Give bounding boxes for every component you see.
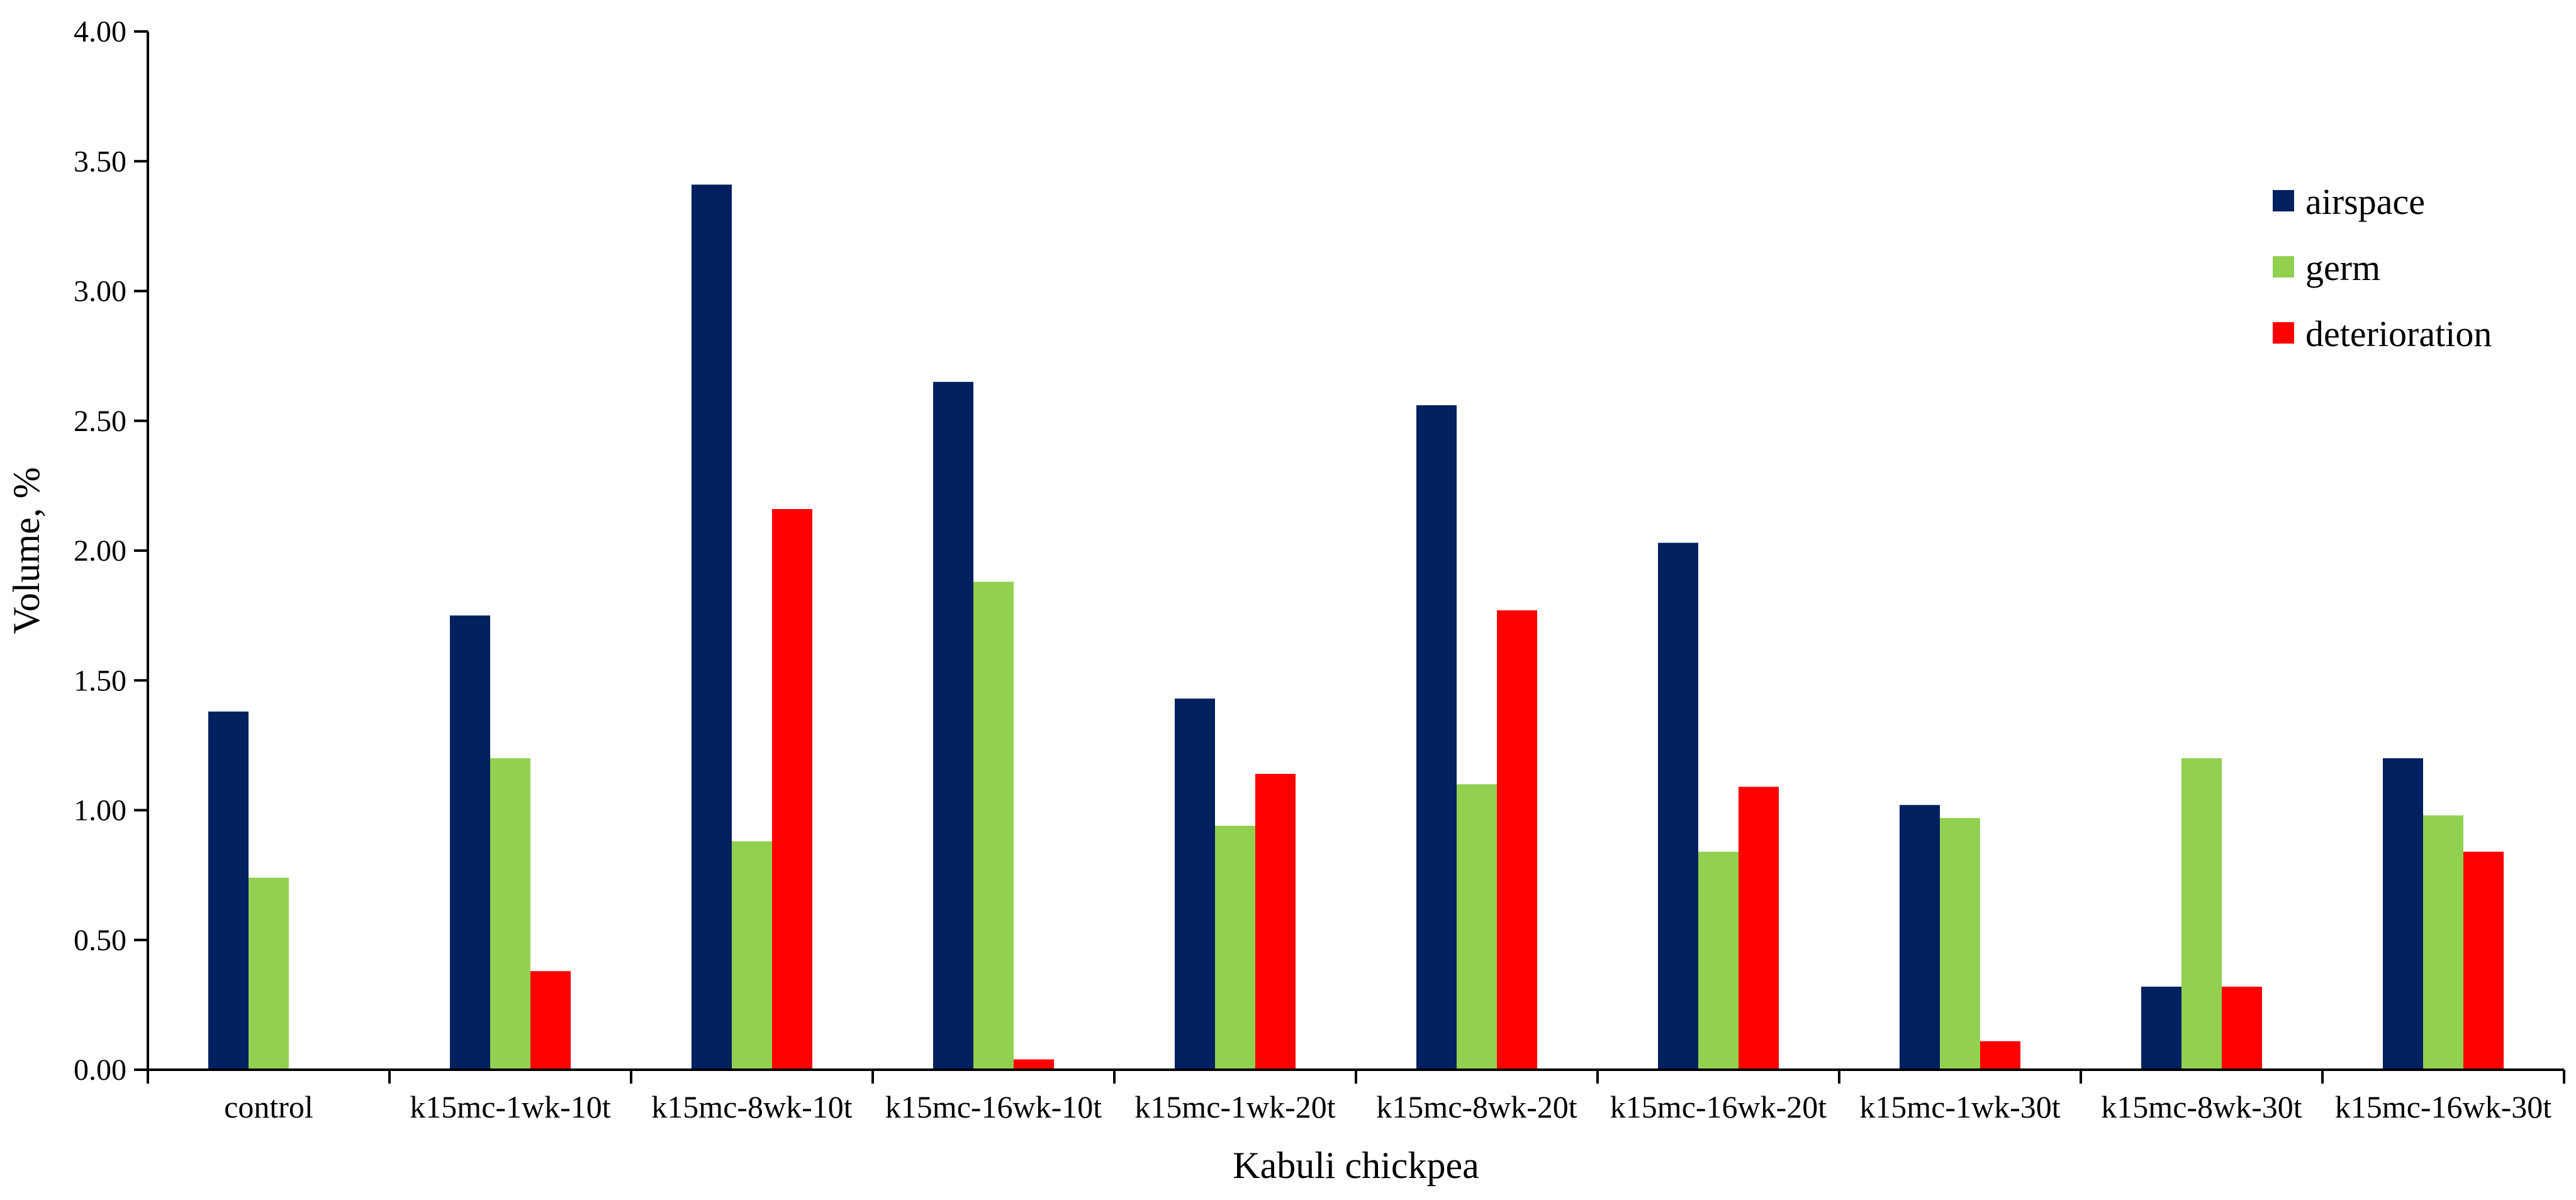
bar-airspace (1416, 405, 1457, 1070)
y-tick-label: 2.00 (74, 534, 126, 568)
x-tick-label: k15mc-16wk-10t (885, 1089, 1102, 1124)
y-tick-label: 0.50 (74, 924, 126, 957)
y-axis-ticks: 0.00 0.50 1.00 1.50 2.00 2.50 3.00 3.50 4.00 (74, 15, 148, 1087)
x-tick-label: k15mc-16wk-30t (2335, 1089, 2551, 1124)
bar-deterioration (772, 509, 812, 1070)
bar-deterioration (2222, 987, 2262, 1070)
y-tick-label: 1.00 (74, 794, 126, 827)
x-tick-label: k15mc-8wk-10t (651, 1089, 852, 1124)
x-tick-label: k15mc-16wk-20t (1610, 1089, 1827, 1124)
bars (208, 184, 2504, 1070)
bar-germ (732, 841, 772, 1070)
bar-airspace (1175, 698, 1215, 1070)
legend-swatch-airspace (2273, 190, 2294, 211)
legend-swatch-deterioration (2273, 322, 2294, 344)
legend-label-airspace: airspace (2305, 181, 2425, 222)
bar-germ (2181, 758, 2222, 1070)
y-tick-label: 2.50 (74, 405, 126, 438)
bar-deterioration (1739, 787, 1779, 1070)
bar-germ (1215, 826, 1255, 1070)
bar-germ (1698, 851, 1739, 1070)
bar-airspace (208, 711, 249, 1070)
x-tick-label: k15mc-1wk-10t (410, 1089, 610, 1124)
y-tick-label: 3.50 (74, 145, 126, 178)
bar-airspace (692, 184, 732, 1070)
legend: airspace germ deterioration (2273, 181, 2492, 354)
bar-deterioration (1980, 1041, 2020, 1070)
x-axis-title: Kabuli chickpea (1233, 1145, 1479, 1186)
bar-deterioration (530, 971, 571, 1070)
bar-airspace (450, 615, 490, 1070)
y-axis-title: Volume, % (6, 467, 47, 634)
y-tick-label: 1.50 (74, 664, 126, 697)
bar-deterioration (2463, 851, 2504, 1070)
bar-germ (973, 581, 1014, 1070)
bar-airspace (1900, 805, 1940, 1070)
x-axis-ticks: control k15mc-1wk-10t k15mc-8wk-10t k15mc-1… (147, 1070, 2565, 1124)
y-tick-label: 0.00 (74, 1053, 126, 1087)
bar-germ (249, 877, 289, 1070)
bar-germ (2423, 815, 2463, 1070)
bar-airspace (1658, 542, 1698, 1070)
y-tick-label: 4.00 (74, 15, 126, 48)
bar-deterioration (1014, 1059, 1054, 1070)
bar-airspace (2141, 987, 2181, 1070)
x-tick-label: control (224, 1089, 313, 1124)
bar-germ (1457, 784, 1497, 1070)
legend-swatch-germ (2273, 256, 2294, 278)
bar-deterioration (1497, 610, 1537, 1070)
bar-germ (1940, 817, 1980, 1070)
bar-airspace (933, 381, 973, 1070)
legend-label-deterioration: deterioration (2305, 313, 2492, 354)
legend-label-germ: germ (2305, 247, 2380, 288)
plot-area: 0.00 0.50 1.00 1.50 2.00 2.50 3.00 3.50 4.00 con… (74, 15, 2565, 1124)
x-tick-label: k15mc-1wk-30t (1859, 1089, 2060, 1124)
x-tick-label: k15mc-8wk-30t (2101, 1089, 2302, 1124)
x-tick-label: k15mc-1wk-20t (1134, 1089, 1335, 1124)
bar-deterioration (1255, 773, 1296, 1070)
x-tick-label: k15mc-8wk-20t (1376, 1089, 1577, 1124)
bar-airspace (2383, 758, 2423, 1070)
bar-germ (490, 758, 530, 1070)
y-tick-label: 3.00 (74, 275, 126, 308)
